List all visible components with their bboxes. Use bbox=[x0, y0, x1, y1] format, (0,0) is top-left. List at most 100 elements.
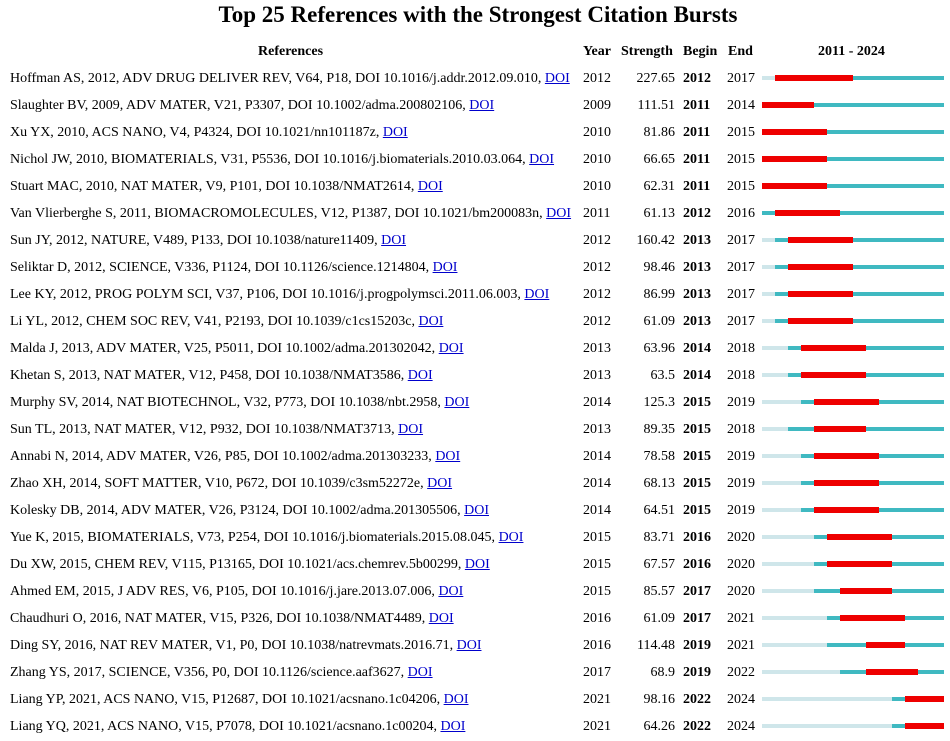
table-row: Malda J, 2013, ADV MATER, V25, P5011, DO… bbox=[0, 335, 950, 362]
reference-text: Zhao XH, 2014, SOFT MATTER, V10, P672, D… bbox=[10, 476, 428, 491]
doi-link[interactable]: DOI bbox=[438, 341, 464, 356]
doi-link[interactable]: DOI bbox=[464, 503, 489, 518]
inactive-segment bbox=[762, 481, 801, 485]
doi-link[interactable]: DOI bbox=[469, 98, 495, 113]
inactive-segment bbox=[762, 427, 788, 431]
doi-link[interactable]: DOI bbox=[443, 692, 469, 707]
table-row: Stuart MAC, 2010, NAT MATER, V9, P101, D… bbox=[0, 173, 950, 200]
begin-cell: 2013 bbox=[683, 287, 711, 302]
burst-timeline bbox=[762, 389, 944, 416]
begin-cell: 2015 bbox=[683, 422, 711, 437]
doi-link[interactable]: DOI bbox=[407, 665, 433, 680]
doi-link[interactable]: DOI bbox=[444, 395, 470, 410]
burst-timeline bbox=[762, 578, 944, 605]
reference-cell: Liang YQ, 2021, ACS NANO, V15, P7078, DO… bbox=[10, 713, 465, 740]
table-row: Hoffman AS, 2012, ADV DRUG DELIVER REV, … bbox=[0, 65, 950, 92]
burst-timeline bbox=[762, 227, 944, 254]
end-cell: 2020 bbox=[727, 530, 755, 545]
doi-link[interactable]: DOI bbox=[524, 287, 550, 302]
begin-cell: 2014 bbox=[683, 341, 711, 356]
year-cell: 2014 bbox=[583, 476, 611, 491]
table-row: Sun JY, 2012, NATURE, V489, P133, DOI 10… bbox=[0, 227, 950, 254]
doi-link[interactable]: DOI bbox=[417, 179, 443, 194]
strength-cell: 89.35 bbox=[643, 422, 676, 437]
burst-timeline bbox=[762, 173, 944, 200]
year-cell: 2012 bbox=[583, 314, 611, 329]
year-cell: 2013 bbox=[583, 422, 611, 437]
doi-link[interactable]: DOI bbox=[456, 638, 482, 653]
burst-segment bbox=[905, 723, 944, 729]
active-segment bbox=[762, 211, 944, 215]
strength-cell: 61.09 bbox=[643, 611, 676, 626]
header-strength: Strength bbox=[621, 44, 673, 59]
year-cell: 2021 bbox=[583, 692, 611, 707]
burst-segment bbox=[827, 561, 892, 567]
doi-link[interactable]: DOI bbox=[407, 368, 433, 383]
inactive-segment bbox=[762, 319, 775, 323]
table-row: Chaudhuri O, 2016, NAT MATER, V15, P326,… bbox=[0, 605, 950, 632]
doi-link[interactable]: DOI bbox=[498, 530, 524, 545]
strength-cell: 64.51 bbox=[643, 503, 676, 518]
burst-segment bbox=[788, 318, 853, 324]
reference-cell: Sun JY, 2012, NATURE, V489, P133, DOI 10… bbox=[10, 227, 406, 254]
strength-cell: 68.9 bbox=[650, 665, 676, 680]
table-row: Li YL, 2012, CHEM SOC REV, V41, P2193, D… bbox=[0, 308, 950, 335]
inactive-segment bbox=[762, 562, 814, 566]
doi-link[interactable]: DOI bbox=[464, 557, 490, 572]
doi-link[interactable]: DOI bbox=[428, 611, 454, 626]
burst-timeline bbox=[762, 146, 944, 173]
burst-segment bbox=[788, 264, 853, 270]
doi-link[interactable]: DOI bbox=[432, 260, 458, 275]
strength-cell: 63.5 bbox=[650, 368, 676, 383]
burst-timeline bbox=[762, 65, 944, 92]
reference-cell: Stuart MAC, 2010, NAT MATER, V9, P101, D… bbox=[10, 173, 443, 200]
doi-link[interactable]: DOI bbox=[418, 314, 444, 329]
begin-cell: 2015 bbox=[683, 449, 711, 464]
table-row: Sun TL, 2013, NAT MATER, V12, P932, DOI … bbox=[0, 416, 950, 443]
reference-cell: Ahmed EM, 2015, J ADV RES, V6, P105, DOI… bbox=[10, 578, 463, 605]
begin-cell: 2011 bbox=[683, 98, 711, 113]
burst-timeline bbox=[762, 281, 944, 308]
doi-link[interactable]: DOI bbox=[381, 233, 407, 248]
burst-timeline bbox=[762, 659, 944, 686]
inactive-segment bbox=[762, 535, 814, 539]
year-cell: 2014 bbox=[583, 503, 611, 518]
burst-timeline bbox=[762, 416, 944, 443]
end-cell: 2024 bbox=[727, 719, 755, 734]
reference-text: Kolesky DB, 2014, ADV MATER, V26, P3124,… bbox=[10, 503, 465, 518]
doi-link[interactable]: DOI bbox=[438, 584, 464, 599]
doi-link[interactable]: DOI bbox=[529, 152, 555, 167]
inactive-segment bbox=[762, 292, 775, 296]
begin-cell: 2019 bbox=[683, 665, 711, 680]
begin-cell: 2014 bbox=[683, 368, 711, 383]
table-row: Xu YX, 2010, ACS NANO, V4, P4324, DOI 10… bbox=[0, 119, 950, 146]
begin-cell: 2015 bbox=[683, 476, 711, 491]
doi-link[interactable]: DOI bbox=[435, 449, 461, 464]
begin-cell: 2022 bbox=[683, 719, 711, 734]
doi-link[interactable]: DOI bbox=[440, 719, 466, 734]
doi-link[interactable]: DOI bbox=[544, 71, 570, 86]
strength-cell: 111.51 bbox=[637, 98, 675, 113]
begin-cell: 2017 bbox=[683, 584, 711, 599]
reference-cell: Du XW, 2015, CHEM REV, V115, P13165, DOI… bbox=[10, 551, 490, 578]
begin-cell: 2015 bbox=[683, 395, 711, 410]
end-cell: 2024 bbox=[727, 692, 755, 707]
doi-link[interactable]: DOI bbox=[382, 125, 408, 140]
doi-link[interactable]: DOI bbox=[546, 206, 572, 221]
strength-cell: 68.13 bbox=[643, 476, 676, 491]
burst-segment bbox=[866, 642, 905, 648]
table-row: Ding SY, 2016, NAT REV MATER, V1, P0, DO… bbox=[0, 632, 950, 659]
burst-timeline bbox=[762, 362, 944, 389]
header-end: End bbox=[728, 44, 753, 59]
reference-cell: Hoffman AS, 2012, ADV DRUG DELIVER REV, … bbox=[10, 65, 570, 92]
doi-link[interactable]: DOI bbox=[427, 476, 453, 491]
reference-cell: Zhang YS, 2017, SCIENCE, V356, P0, DOI 1… bbox=[10, 659, 433, 686]
table-row: Zhang YS, 2017, SCIENCE, V356, P0, DOI 1… bbox=[0, 659, 950, 686]
end-cell: 2017 bbox=[727, 233, 755, 248]
begin-cell: 2019 bbox=[683, 638, 711, 653]
reference-cell: Murphy SV, 2014, NAT BIOTECHNOL, V32, P7… bbox=[10, 389, 469, 416]
doi-link[interactable]: DOI bbox=[398, 422, 424, 437]
active-segment bbox=[775, 76, 944, 80]
active-segment bbox=[788, 373, 944, 377]
year-cell: 2013 bbox=[583, 341, 611, 356]
